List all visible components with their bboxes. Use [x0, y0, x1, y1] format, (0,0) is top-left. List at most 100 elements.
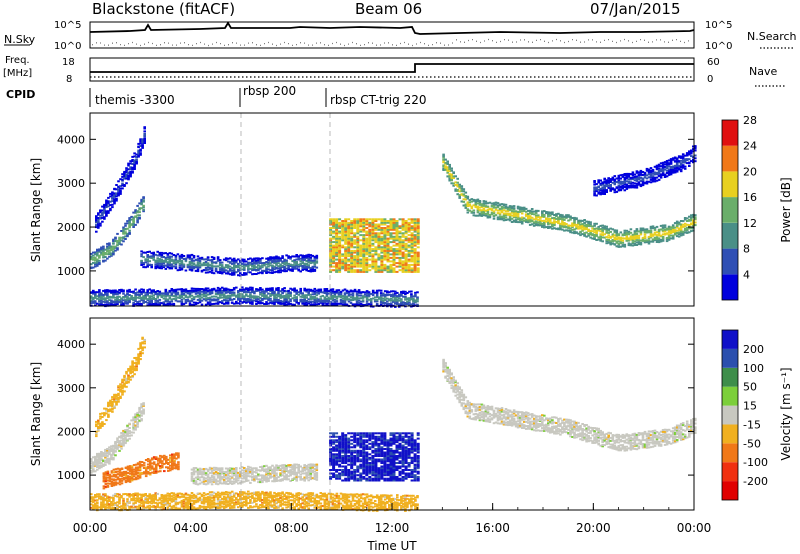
range-gate-cell [329, 291, 333, 294]
range-gate-cell [275, 300, 278, 303]
range-gate-cell [271, 293, 274, 296]
range-gate-cell [413, 270, 417, 273]
range-gate-cell [116, 301, 119, 304]
range-gate-cell [112, 473, 116, 476]
range-gate-cell [259, 297, 262, 299]
range-gate-cell [332, 249, 336, 252]
range-gate-cell [303, 268, 306, 271]
range-gate-cell [395, 235, 399, 238]
range-gate-cell [121, 387, 124, 390]
range-gate-cell [305, 257, 308, 260]
range-gate-cell [305, 262, 308, 265]
range-gate-cell [563, 218, 566, 221]
range-gate-cell [198, 290, 202, 293]
range-gate-cell [416, 232, 420, 235]
range-gate-cell [142, 266, 145, 269]
range-gate-cell [335, 223, 339, 226]
range-gate-cell [194, 287, 198, 290]
range-gate-cell [128, 225, 131, 227]
range-gate-cell [106, 461, 109, 464]
range-gate-cell [305, 296, 308, 299]
range-gate-cell [140, 410, 143, 413]
range-gate-cell [629, 238, 633, 241]
range-gate-cell [192, 304, 196, 306]
range-gate-cell [383, 234, 387, 237]
range-gate-cell [353, 239, 357, 242]
range-gate-cell [102, 254, 105, 257]
feature-early-arc [90, 402, 145, 474]
range-gate-cell [414, 291, 417, 294]
range-gate-cell [102, 454, 105, 457]
range-gate-cell [118, 289, 121, 291]
range-gate-cell [204, 260, 208, 263]
range-gate-cell [122, 437, 125, 440]
range-gate-cell [362, 256, 366, 259]
range-gate-cell [356, 220, 360, 222]
range-gate-cell [679, 159, 683, 162]
range-gate-cell [265, 266, 268, 269]
range-gate-cell [615, 231, 619, 234]
range-gate-cell [386, 225, 390, 228]
range-gate-cell [138, 207, 141, 210]
range-gate-cell [350, 220, 354, 222]
range-gate-cell [690, 218, 693, 220]
range-gate-cell [329, 249, 333, 252]
range-gate-cell [158, 294, 162, 297]
range-gate-cell [146, 264, 149, 267]
range-gate-cell [621, 173, 625, 176]
range-gate-cell [377, 244, 381, 247]
range-gate-cell [299, 300, 302, 303]
range-gate-cell [629, 235, 633, 238]
range-gate-cell [637, 182, 641, 185]
range-gate-cell [350, 225, 354, 228]
range-gate-cell [94, 251, 97, 254]
range-gate-cell [309, 270, 313, 273]
range-gate-cell [653, 233, 657, 236]
range-gate-cell [615, 240, 619, 243]
range-gate-cell [349, 289, 353, 292]
range-gate-cell [176, 288, 180, 291]
range-gate-cell [105, 210, 108, 213]
range-gate-cell [111, 196, 114, 199]
range-gate-cell [413, 258, 417, 261]
range-gate-cell [442, 158, 445, 161]
range-gate-cell [631, 178, 635, 180]
range-gate-cell [136, 219, 139, 222]
range-gate-cell [190, 268, 194, 271]
range-gate-cell [615, 177, 619, 180]
range-gate-cell [541, 219, 544, 222]
range-gate-cell [395, 232, 399, 235]
range-gate-cell [442, 153, 445, 156]
range-gate-cell [347, 232, 351, 235]
range-gate-cell [663, 163, 667, 166]
range-gate-cell [353, 232, 357, 235]
range-gate-cell [327, 290, 331, 293]
range-gate-cell [247, 300, 250, 303]
range-gate-cell [603, 226, 606, 229]
range-gate-cell [350, 249, 354, 252]
range-gate-cell [510, 217, 514, 220]
range-gate-cell [667, 228, 671, 231]
range-gate-cell [407, 246, 411, 249]
range-gate-cell [410, 234, 414, 237]
range-gate-cell [192, 301, 196, 304]
range-gate-cell [220, 271, 224, 274]
range-gate-cell [673, 156, 677, 159]
range-gate-cell [291, 266, 294, 269]
range-gate-cell [92, 470, 95, 473]
range-gate-cell [474, 214, 478, 217]
range-gate-cell [313, 298, 317, 301]
range-gate-cell [204, 266, 208, 269]
range-gate-cell [331, 290, 335, 293]
range-gate-cell [458, 187, 461, 190]
range-gate-cell [265, 294, 268, 297]
range-gate-cell [408, 301, 411, 304]
range-gate-cell [281, 266, 284, 269]
range-gate-cell [343, 298, 347, 301]
range-gate-cell [383, 232, 387, 235]
range-gate-cell [396, 303, 399, 305]
range-gate-cell [95, 230, 98, 233]
range-gate-cell [135, 363, 138, 366]
range-gate-cell [198, 297, 202, 300]
range-gate-cell [653, 238, 657, 240]
